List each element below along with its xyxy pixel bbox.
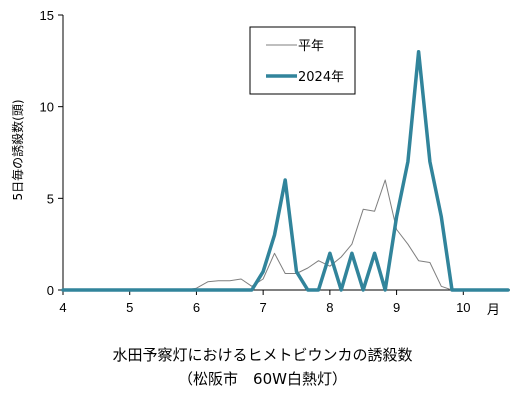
y-tick-label: 5: [47, 191, 54, 206]
series-line-2: [61, 49, 510, 292]
x-tick-label: 10: [456, 300, 470, 315]
y-tick-label: 10: [40, 100, 54, 115]
x-tick-label: 7: [260, 300, 267, 315]
y-tick-label: 0: [47, 283, 54, 298]
legend-label-1: 平年: [298, 39, 324, 54]
x-tick-label: 9: [393, 300, 400, 315]
x-tick-label: 6: [193, 300, 200, 315]
legend: 平年 2024年: [249, 26, 356, 95]
x-tick-label: 4: [59, 300, 66, 315]
y-tick-label: 15: [40, 8, 54, 23]
legend-label-2: 2024年: [298, 70, 344, 85]
legend-box: [249, 26, 356, 95]
ticks: 0 5 10 15 4 5 6 7 8 9 10 月: [40, 8, 500, 317]
chart-svg: 0 5 10 15 4 5 6 7 8 9 10 月 平年 2024年 5日毎の誘殺数(頭): [10, 8, 510, 317]
x-axis-unit-label: 月: [487, 302, 500, 317]
x-tick-label: 8: [326, 300, 333, 315]
x-tick-label: 5: [126, 300, 133, 315]
chart-caption-subtitle: （松阪市 60W白熱灯）: [178, 370, 347, 388]
y-axis-label: 5日毎の誘殺数(頭): [10, 100, 25, 201]
chart-caption-title: 水田予察灯におけるヒメトビウンカの誘殺数: [112, 346, 413, 364]
series-lines: [61, 49, 510, 292]
